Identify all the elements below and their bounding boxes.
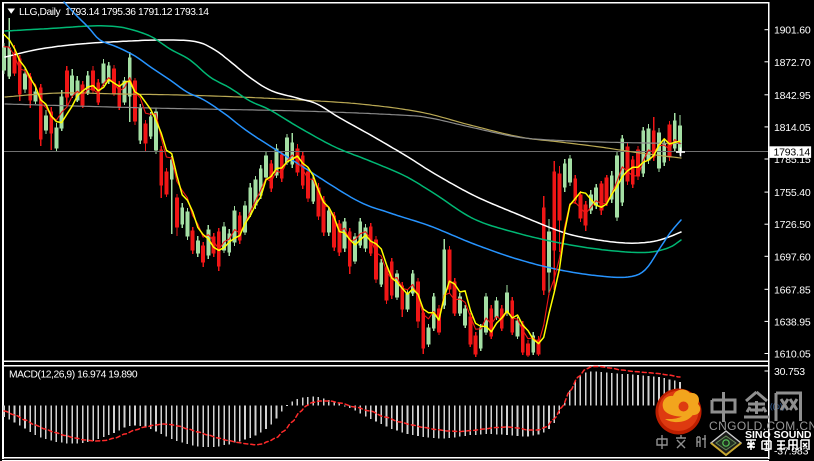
svg-text:1842.95: 1842.95: [774, 90, 811, 102]
svg-text:1610.05: 1610.05: [774, 349, 811, 361]
svg-text:1638.95: 1638.95: [774, 316, 811, 328]
svg-text:MACD(12,26,9) 16.974 19.890: MACD(12,26,9) 16.974 19.890: [9, 370, 138, 381]
svg-text:CNGOLD.COM.CN: CNGOLD.COM.CN: [709, 419, 814, 433]
svg-text:LLG,Daily 1793.14 1795.36 179: LLG,Daily 1793.14 1795.36 1791.12 1793.1…: [19, 7, 209, 18]
svg-text:1667.85: 1667.85: [774, 284, 811, 296]
svg-text:SINO SOUND: SINO SOUND: [745, 429, 812, 441]
svg-text:1814.05: 1814.05: [774, 122, 811, 134]
svg-text:1755.40: 1755.40: [774, 187, 811, 199]
svg-text:1726.50: 1726.50: [774, 219, 811, 231]
svg-text:30.753: 30.753: [774, 366, 805, 378]
svg-text:1901.60: 1901.60: [774, 25, 811, 37]
svg-text:1872.70: 1872.70: [774, 57, 811, 69]
svg-text:((o)): ((o)): [770, 402, 785, 411]
svg-text:1793.14: 1793.14: [774, 146, 811, 158]
svg-text:1697.60: 1697.60: [774, 251, 811, 263]
